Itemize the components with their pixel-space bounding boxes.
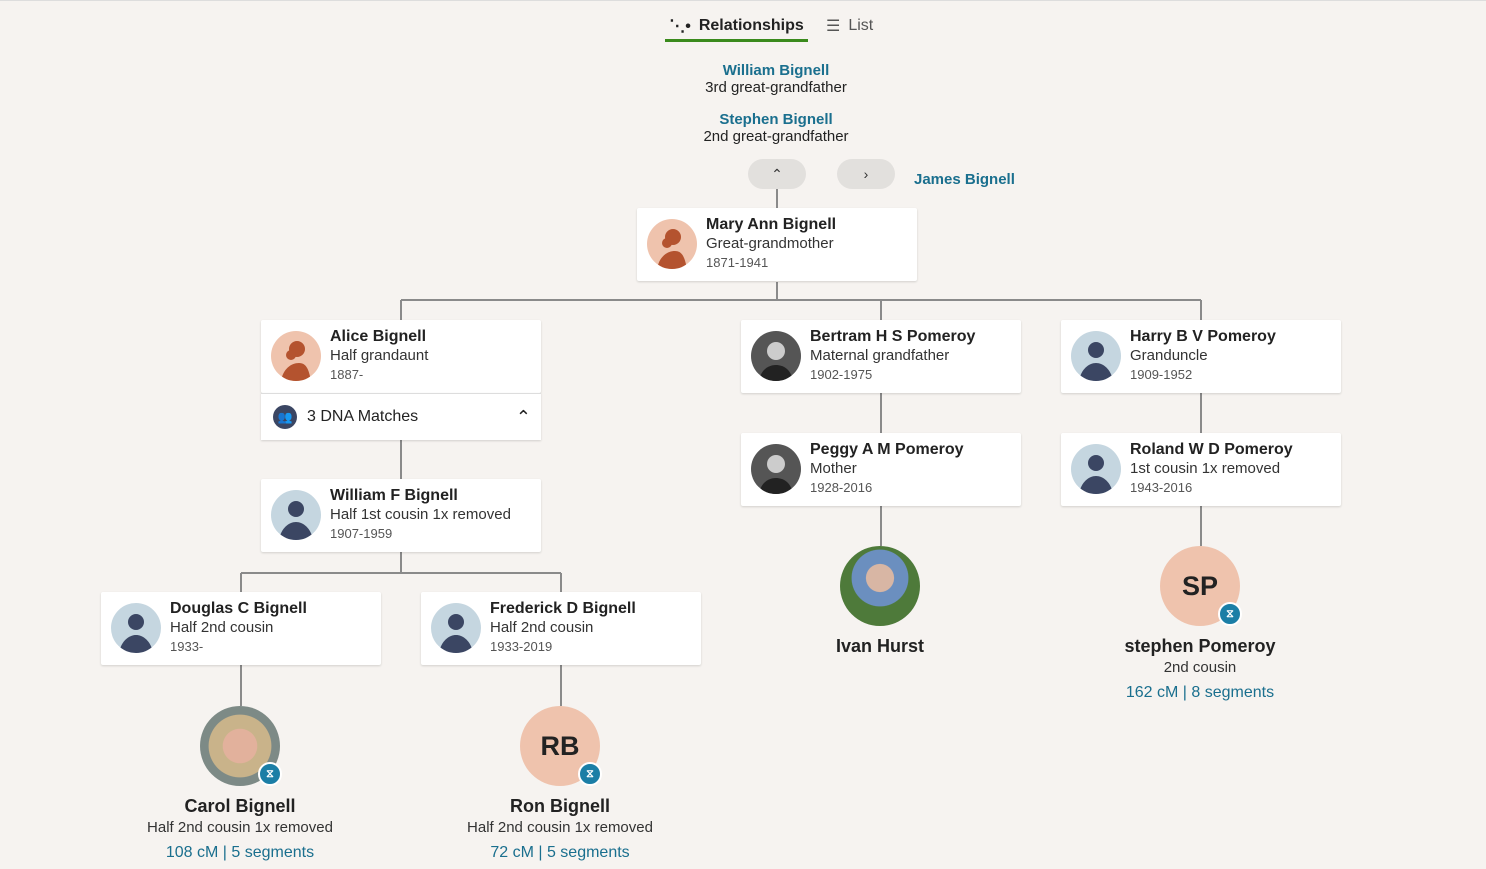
person-card-harry[interactable]: Harry B V Pomeroy Granduncle 1909-1952 [1061, 320, 1341, 393]
person-name: William F Bignell [330, 487, 458, 504]
person-relation: Great-grandmother [706, 235, 834, 252]
avatar [431, 603, 481, 653]
relationships-icon: ⋱• [669, 17, 691, 35]
match-carol[interactable]: ⧖ Carol Bignell Half 2nd cousin 1x remov… [120, 706, 360, 862]
person-relation: Mother [810, 460, 857, 477]
person-relation: Half grandaunt [330, 347, 429, 364]
match-avatar: SP ⧖ [1160, 546, 1242, 626]
chevron-up-icon: ⌃ [771, 165, 783, 182]
shared-dna-link[interactable]: 108 cM | 5 segments [165, 844, 315, 861]
person-name: Harry B V Pomeroy [1130, 328, 1276, 345]
ancestor-link[interactable]: William Bignell [722, 62, 830, 79]
person-years: 1933- [170, 639, 204, 654]
dna-icon: ⧖ [1218, 602, 1242, 626]
dna-icon: ⧖ [578, 762, 602, 786]
person-card-douglas[interactable]: Douglas C Bignell Half 2nd cousin 1933- [101, 592, 381, 665]
match-stephen[interactable]: SP ⧖ stephen Pomeroy 2nd cousin 162 cM | … [1080, 546, 1320, 702]
person-years: 1933-2019 [490, 639, 553, 654]
expand-up-button[interactable]: ⌃ [748, 159, 806, 189]
shared-dna-link[interactable]: 162 cM | 8 segments [1125, 684, 1275, 701]
ancestor-item: Stephen Bignell 2nd great-grandfather [676, 111, 876, 145]
next-sibling-button[interactable]: › [837, 159, 895, 189]
dna-icon: ⧖ [258, 762, 282, 786]
people-icon: 👥 [273, 405, 297, 429]
person-card-williamf[interactable]: William F Bignell Half 1st cousin 1x rem… [261, 479, 541, 552]
person-years: 1902-1975 [810, 367, 873, 382]
person-years: 1928-2016 [810, 480, 873, 495]
chevron-right-icon: › [863, 166, 869, 182]
match-ron[interactable]: RB ⧖ Ron Bignell Half 2nd cousin 1x remov… [440, 706, 680, 862]
match-avatar: RB ⧖ [520, 706, 602, 786]
person-years: 1887- [330, 367, 364, 382]
person-name: Alice Bignell [330, 328, 427, 345]
person-relation: Maternal grandfather [810, 347, 950, 364]
person-years: 1907-1959 [330, 526, 393, 541]
person-years: 1871-1941 [706, 255, 769, 270]
person-name: Frederick D Bignell [490, 600, 636, 617]
top-divider [0, 0, 1486, 1]
avatar [271, 331, 321, 381]
dna-matches-toggle[interactable]: 👥 3 DNA Matches ⌃ [261, 393, 541, 440]
person-card-alice[interactable]: Alice Bignell Half grandaunt 1887- [261, 320, 541, 393]
person-name: Peggy A M Pomeroy [810, 441, 964, 458]
person-card-mary[interactable]: Mary Ann Bignell Great-grandmother 1871-… [637, 208, 917, 281]
ancestor-link[interactable]: Stephen Bignell [719, 111, 833, 128]
person-card-roland[interactable]: Roland W D Pomeroy 1st cousin 1x removed… [1061, 433, 1341, 506]
person-relation: Half 1st cousin 1x removed [330, 506, 511, 523]
person-relation: Half 2nd cousin [170, 619, 274, 636]
sibling-link[interactable]: James Bignell [914, 171, 1015, 188]
person-name: Douglas C Bignell [170, 600, 307, 617]
person-relation: Half 2nd cousin [490, 619, 594, 636]
ancestor-item: William Bignell 3rd great-grandfather [676, 62, 876, 96]
tab-list[interactable]: ☰ List [826, 17, 874, 35]
person-relation: 1st cousin 1x removed [1130, 460, 1281, 477]
person-name: Bertram H S Pomeroy [810, 328, 976, 345]
avatar [111, 603, 161, 653]
tab-relationships[interactable]: ⋱• Relationships [665, 12, 808, 42]
match-photo: ⧖ [200, 706, 282, 786]
avatar [1071, 331, 1121, 381]
match-ivan[interactable]: Ivan Hurst [760, 546, 1000, 657]
person-name: Roland W D Pomeroy [1130, 441, 1293, 458]
person-years: 1943-2016 [1130, 480, 1193, 495]
avatar [751, 444, 801, 494]
person-card-frederick[interactable]: Frederick D Bignell Half 2nd cousin 1933… [421, 592, 701, 665]
avatar [271, 490, 321, 540]
avatar [647, 219, 697, 269]
avatar [751, 331, 801, 381]
person-name: Mary Ann Bignell [706, 216, 837, 233]
person-years: 1909-1952 [1130, 367, 1193, 382]
list-icon: ☰ [826, 18, 841, 35]
avatar [1071, 444, 1121, 494]
chevron-up-icon: ⌃ [515, 406, 531, 427]
person-card-bertram[interactable]: Bertram H S Pomeroy Maternal grandfather… [741, 320, 1021, 393]
person-card-peggy[interactable]: Peggy A M Pomeroy Mother 1928-2016 [741, 433, 1021, 506]
match-photo [840, 546, 920, 626]
person-relation: Granduncle [1130, 347, 1208, 364]
shared-dna-link[interactable]: 72 cM | 5 segments [490, 844, 630, 861]
